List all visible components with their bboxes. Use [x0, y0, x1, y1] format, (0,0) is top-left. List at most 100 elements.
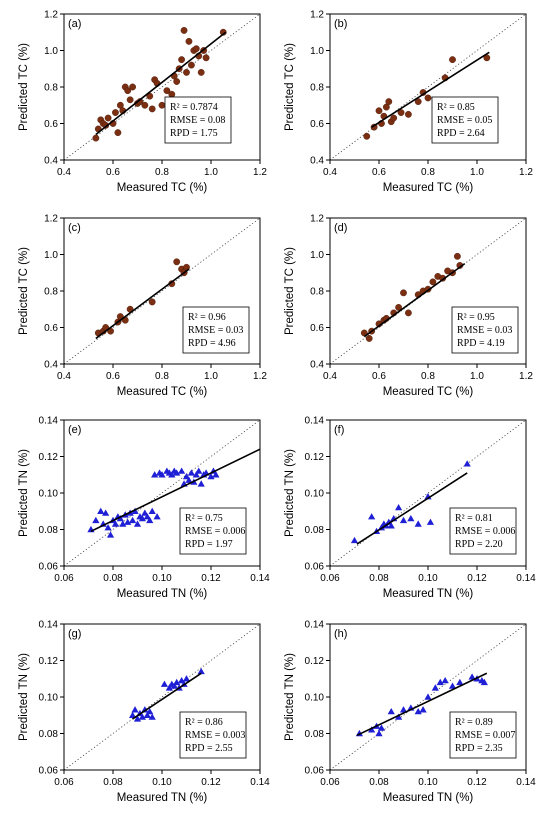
data-point [104, 114, 112, 122]
data-point [165, 684, 173, 691]
data-point [116, 514, 124, 522]
data-point [441, 676, 449, 684]
x-tick-label: 1.2 [519, 371, 533, 382]
x-tick-label: 1.0 [470, 167, 484, 178]
x-tick-label: 0.08 [103, 573, 123, 584]
data-point [114, 129, 122, 137]
regression-line [95, 268, 190, 340]
stat-line: RMSE = 0.03 [457, 325, 512, 336]
y-tick-label: 1.2 [44, 214, 58, 225]
x-tick-label: 0.12 [201, 573, 221, 584]
y-tick-label: 0.6 [310, 323, 324, 334]
data-point [148, 713, 156, 720]
y-tick-label: 1.0 [44, 46, 58, 57]
y-tick-label: 1.0 [310, 250, 324, 261]
data-point [173, 78, 181, 85]
data-point [424, 94, 432, 102]
data-point [436, 678, 444, 686]
data-point [129, 711, 137, 718]
y-tick-label: 0.10 [39, 693, 59, 704]
data-point [178, 56, 186, 64]
data-point [180, 27, 188, 34]
data-points [355, 673, 488, 737]
stat-line: RPD = 1.97 [185, 539, 233, 550]
stats-box [449, 507, 517, 555]
data-point [197, 480, 205, 487]
data-point [138, 713, 146, 720]
data-point [387, 708, 395, 715]
stat-line: RMSE = 0.003 [185, 730, 245, 741]
x-tick-label: 1.0 [470, 371, 484, 382]
y-tick-label: 0.4 [44, 360, 58, 371]
y-tick-label: 1.0 [310, 46, 324, 57]
data-point [170, 682, 178, 689]
y-tick-label: 0.6 [44, 323, 58, 334]
y-axis-label: Predicted TN (%) [284, 653, 296, 741]
y-tick-label: 1.0 [44, 250, 58, 261]
y-tick-label: 0.12 [305, 656, 325, 667]
stats-box [182, 306, 250, 354]
panel-label: (b) [334, 18, 347, 30]
data-point [97, 507, 105, 514]
data-point [426, 518, 435, 525]
data-point [404, 309, 412, 317]
scatter-panel: 0.060.06 0.08 0.08 0.10 0.10 0.12 0.12 0.14 0.14… [284, 416, 536, 601]
data-point [395, 304, 402, 311]
stat-line: RPD = 2.35 [455, 743, 503, 754]
data-point [178, 676, 186, 684]
stat-line: R² = 0.85 [437, 102, 475, 113]
panel-label: (c) [68, 222, 81, 234]
data-point [148, 507, 156, 514]
x-tick-label: 0.6 [106, 371, 120, 382]
data-point [131, 507, 139, 514]
y-tick-label: 0.6 [310, 119, 324, 130]
x-tick-label: 0.10 [418, 777, 438, 788]
data-point [158, 101, 166, 109]
y-tick-label: 0.10 [305, 693, 325, 704]
y-tick-label: 0.14 [39, 416, 59, 427]
scatter-panel: 0.40.4 0.6 0.6 0.8 0.8 1.0 1.0 1.2 1.2 Measured T… [18, 10, 267, 195]
data-point [129, 516, 137, 524]
data-point [456, 678, 464, 686]
data-point [131, 706, 139, 713]
x-tick-label: 0.14 [516, 777, 536, 788]
stat-line: RPD = 2.20 [455, 539, 503, 550]
data-point [160, 680, 169, 687]
data-point [368, 513, 376, 520]
x-tick-label: 0.06 [320, 573, 340, 584]
data-point [119, 520, 127, 527]
data-points [94, 258, 190, 337]
data-point [173, 258, 181, 266]
y-axis-label: Predicted TN (%) [18, 653, 30, 741]
stats-box [179, 711, 247, 759]
x-axis-label: Measured TN (%) [117, 588, 208, 600]
data-point [112, 109, 119, 116]
y-axis-label: Predicted TC (%) [18, 43, 30, 131]
stat-line: R² = 0.7874 [170, 102, 218, 113]
x-tick-label: 0.08 [369, 573, 389, 584]
y-tick-label: 1.2 [310, 214, 324, 225]
stat-line: RMSE = 0.05 [437, 115, 492, 126]
regression-line [90, 448, 261, 533]
data-point [168, 471, 176, 478]
y-tick-label: 0.12 [39, 452, 59, 463]
data-point [129, 83, 137, 91]
data-point [429, 278, 437, 286]
x-tick-label: 0.08 [103, 777, 123, 788]
data-point [173, 469, 181, 476]
data-point [124, 87, 132, 95]
scatter-panel: 0.060.06 0.08 0.08 0.10 0.10 0.12 0.12 0.14 0.14… [18, 620, 270, 805]
data-point [419, 706, 427, 713]
data-point [480, 678, 488, 686]
stat-line: RMSE = 0.08 [170, 115, 225, 126]
data-point [202, 54, 210, 62]
stat-line: RMSE = 0.006 [185, 526, 245, 537]
data-point [133, 520, 142, 527]
y-tick-label: 0.08 [39, 729, 59, 740]
data-point [197, 667, 205, 675]
x-tick-label: 0.10 [152, 573, 172, 584]
scatter-panel: 0.060.06 0.08 0.08 0.10 0.10 0.12 0.12 0.14 0.14… [284, 620, 536, 805]
data-point [395, 504, 403, 511]
scatter-panel: 0.40.4 0.6 0.6 0.8 0.8 1.0 1.0 1.2 1.2 Measured T… [284, 214, 533, 399]
